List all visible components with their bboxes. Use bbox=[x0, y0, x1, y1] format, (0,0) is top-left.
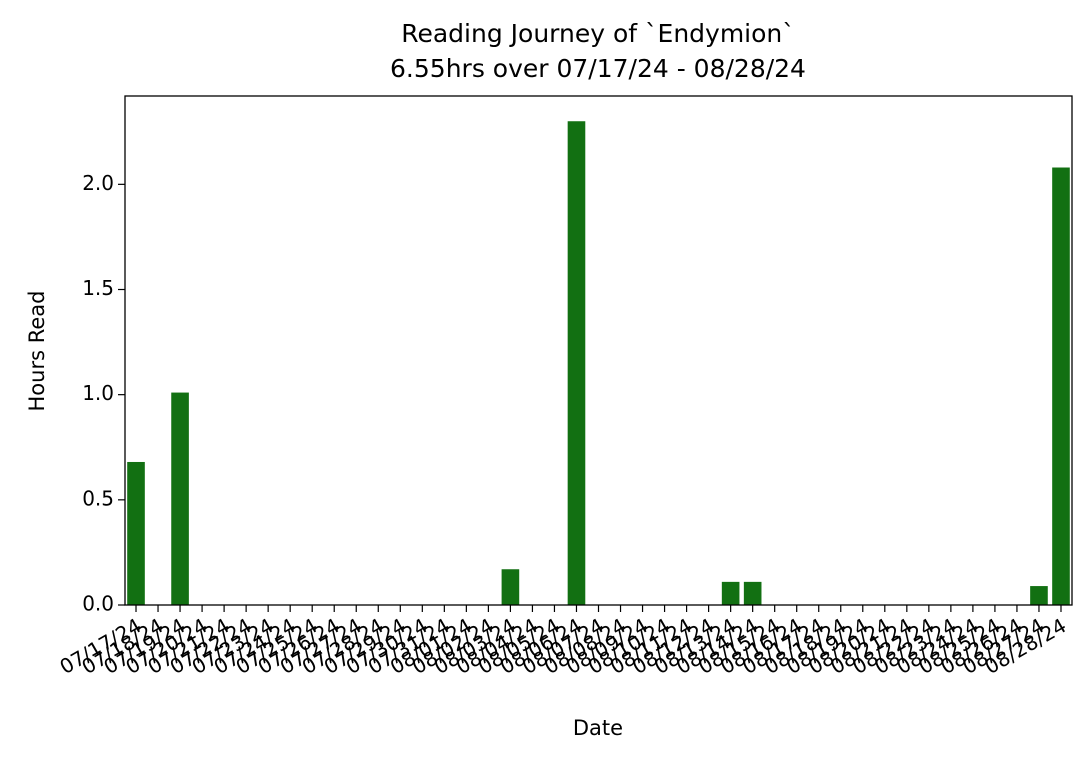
y-tick-label: 2.0 bbox=[82, 171, 114, 195]
bar bbox=[1052, 167, 1070, 605]
bar bbox=[501, 569, 520, 605]
bar bbox=[171, 392, 189, 605]
y-tick-label: 0.0 bbox=[82, 592, 114, 616]
x-axis-label: Date bbox=[573, 716, 623, 740]
bar bbox=[743, 581, 762, 605]
bar bbox=[721, 581, 740, 605]
y-tick-label: 1.5 bbox=[82, 276, 114, 300]
plot-frame bbox=[124, 95, 1073, 606]
y-tick-label: 0.5 bbox=[82, 486, 114, 510]
bar bbox=[1030, 586, 1048, 605]
bar bbox=[567, 121, 586, 605]
chart-title: Reading Journey of `Endymion` bbox=[401, 19, 795, 48]
bar bbox=[127, 461, 145, 605]
chart-subtitle: 6.55hrs over 07/17/24 - 08/28/24 bbox=[390, 54, 806, 83]
y-axis-label: Hours Read bbox=[25, 291, 49, 412]
y-tick-label: 1.0 bbox=[82, 381, 114, 405]
